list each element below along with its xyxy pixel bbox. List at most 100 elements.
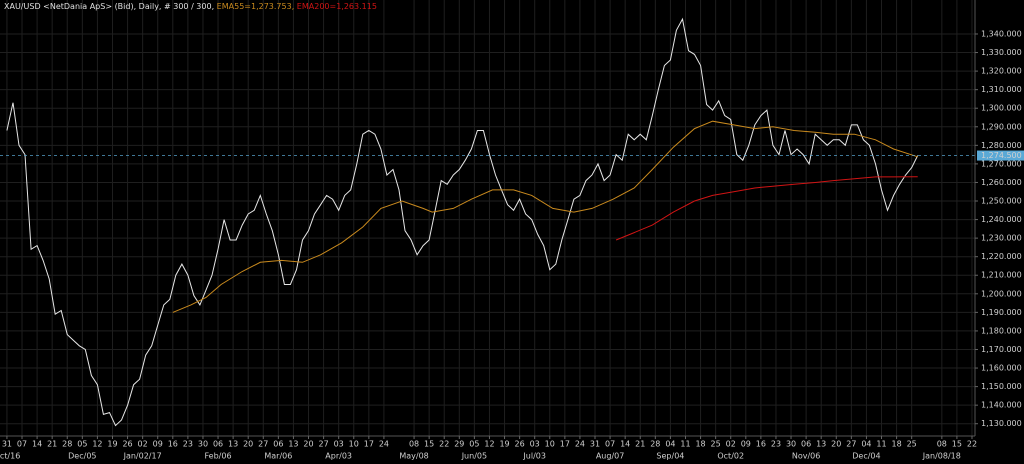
month-label: Oct/16 xyxy=(0,452,20,461)
y-tick-label: 1,230.000 xyxy=(981,234,1022,243)
x-tick-label: 08 xyxy=(409,440,419,449)
month-label: Sep/04 xyxy=(656,452,684,461)
x-tick-label: 19 xyxy=(499,440,509,449)
x-tick-label: 27 xyxy=(846,440,856,449)
y-tick-label: 1,300.000 xyxy=(981,104,1022,113)
x-tick-label: 25 xyxy=(907,440,917,449)
x-tick-label: 20 xyxy=(831,440,841,449)
y-tick-label: 1,140.000 xyxy=(981,401,1022,410)
x-tick-label: 24 xyxy=(379,440,389,449)
x-tick-label: 15 xyxy=(424,440,434,449)
x-tick-label: 21 xyxy=(47,440,57,449)
y-tick-label: 1,210.000 xyxy=(981,271,1022,280)
x-tick-label: 06 xyxy=(213,440,223,449)
last-price-label: 1,274.500 xyxy=(981,151,1022,160)
x-tick-label: 20 xyxy=(243,440,253,449)
x-tick-label: 05 xyxy=(77,440,87,449)
x-tick-label: 26 xyxy=(122,440,132,449)
x-tick-label: 15 xyxy=(952,440,962,449)
x-tick-label: 05 xyxy=(469,440,479,449)
legend-entry: EMA55=1,273.753, xyxy=(217,2,295,11)
y-tick-label: 1,180.000 xyxy=(981,326,1022,335)
month-label: Jul/03 xyxy=(522,452,546,461)
y-tick-label: 1,280.000 xyxy=(981,141,1022,150)
series-line xyxy=(6,17,919,427)
month-label: Nov/06 xyxy=(792,452,821,461)
x-tick-label: 26 xyxy=(515,440,525,449)
x-tick-label: 04 xyxy=(861,440,871,449)
month-label: Mar/06 xyxy=(264,452,292,461)
month-label: Aug/07 xyxy=(596,452,625,461)
month-label: Oct/02 xyxy=(717,452,744,461)
series-line xyxy=(615,176,918,241)
x-tick-label: 28 xyxy=(62,440,72,449)
y-tick-label: 1,240.000 xyxy=(981,215,1022,224)
x-tick-label: 29 xyxy=(454,440,464,449)
y-tick-label: 1,200.000 xyxy=(981,289,1022,298)
x-tick-label: 16 xyxy=(756,440,766,449)
x-tick-label: 07 xyxy=(17,440,27,449)
month-label: Apr/03 xyxy=(325,452,352,461)
month-label: Jun/05 xyxy=(461,452,487,461)
x-tick-label: 14 xyxy=(32,440,42,449)
x-tick-label: 11 xyxy=(680,440,690,449)
x-tick-label: 11 xyxy=(876,440,886,449)
x-tick-label: 02 xyxy=(726,440,736,449)
x-tick-label: 22 xyxy=(967,440,977,449)
x-tick-label: 04 xyxy=(665,440,675,449)
title-text: XAU/USD <NetDania ApS> (Bid), Daily, # 3… xyxy=(4,2,214,11)
x-tick-label: 23 xyxy=(771,440,781,449)
y-tick-label: 1,270.000 xyxy=(981,159,1022,168)
month-label: Dec/05 xyxy=(68,452,96,461)
y-tick-label: 1,130.000 xyxy=(981,419,1022,428)
x-tick-label: 24 xyxy=(575,440,585,449)
y-tick-label: 1,340.000 xyxy=(981,29,1022,38)
x-tick-label: 06 xyxy=(801,440,811,449)
y-tick-label: 1,290.000 xyxy=(981,122,1022,131)
x-tick-label: 30 xyxy=(786,440,796,449)
x-tick-label: 30 xyxy=(198,440,208,449)
month-label: May/08 xyxy=(399,452,428,461)
x-tick-label: 02 xyxy=(138,440,148,449)
x-tick-label: 07 xyxy=(605,440,615,449)
x-tick-label: 17 xyxy=(560,440,570,449)
x-tick-label: 27 xyxy=(258,440,268,449)
plot xyxy=(0,17,975,427)
x-tick-label: 06 xyxy=(273,440,283,449)
x-tick-label: 18 xyxy=(891,440,901,449)
x-tick-label: 25 xyxy=(711,440,721,449)
month-label: Dec/04 xyxy=(852,452,880,461)
x-tick-label: 23 xyxy=(183,440,193,449)
series-line xyxy=(172,120,918,313)
y-tick-label: 1,170.000 xyxy=(981,345,1022,354)
x-tick-label: 09 xyxy=(741,440,751,449)
x-tick-label: 16 xyxy=(168,440,178,449)
x-tick-label: 09 xyxy=(153,440,163,449)
y-tick-label: 1,260.000 xyxy=(981,178,1022,187)
x-tick-label: 03 xyxy=(334,440,344,449)
x-tick-label: 08 xyxy=(937,440,947,449)
x-tick-label: 13 xyxy=(228,440,238,449)
x-tick-label: 28 xyxy=(650,440,660,449)
y-tick-label: 1,310.000 xyxy=(981,85,1022,94)
chart-title: XAU/USD <NetDania ApS> (Bid), Daily, # 3… xyxy=(4,2,377,11)
x-tick-label: 21 xyxy=(635,440,645,449)
x-tick-label: 13 xyxy=(816,440,826,449)
y-tick-label: 1,220.000 xyxy=(981,252,1022,261)
month-label: Jan/08/18 xyxy=(922,452,961,461)
x-tick-label: 18 xyxy=(695,440,705,449)
x-tick-label: 17 xyxy=(364,440,374,449)
x-tick-label: 10 xyxy=(349,440,359,449)
x-tick-label: 20 xyxy=(303,440,313,449)
x-tick-label: 13 xyxy=(288,440,298,449)
y-tick-label: 1,250.000 xyxy=(981,197,1022,206)
x-tick-label: 10 xyxy=(545,440,555,449)
y-tick-label: 1,160.000 xyxy=(981,364,1022,373)
x-tick-label: 12 xyxy=(92,440,102,449)
y-tick-label: 1,150.000 xyxy=(981,382,1022,391)
x-tick-label: 14 xyxy=(620,440,630,449)
x-tick-label: 31 xyxy=(2,440,12,449)
month-label: Jan/02/17 xyxy=(123,452,162,461)
